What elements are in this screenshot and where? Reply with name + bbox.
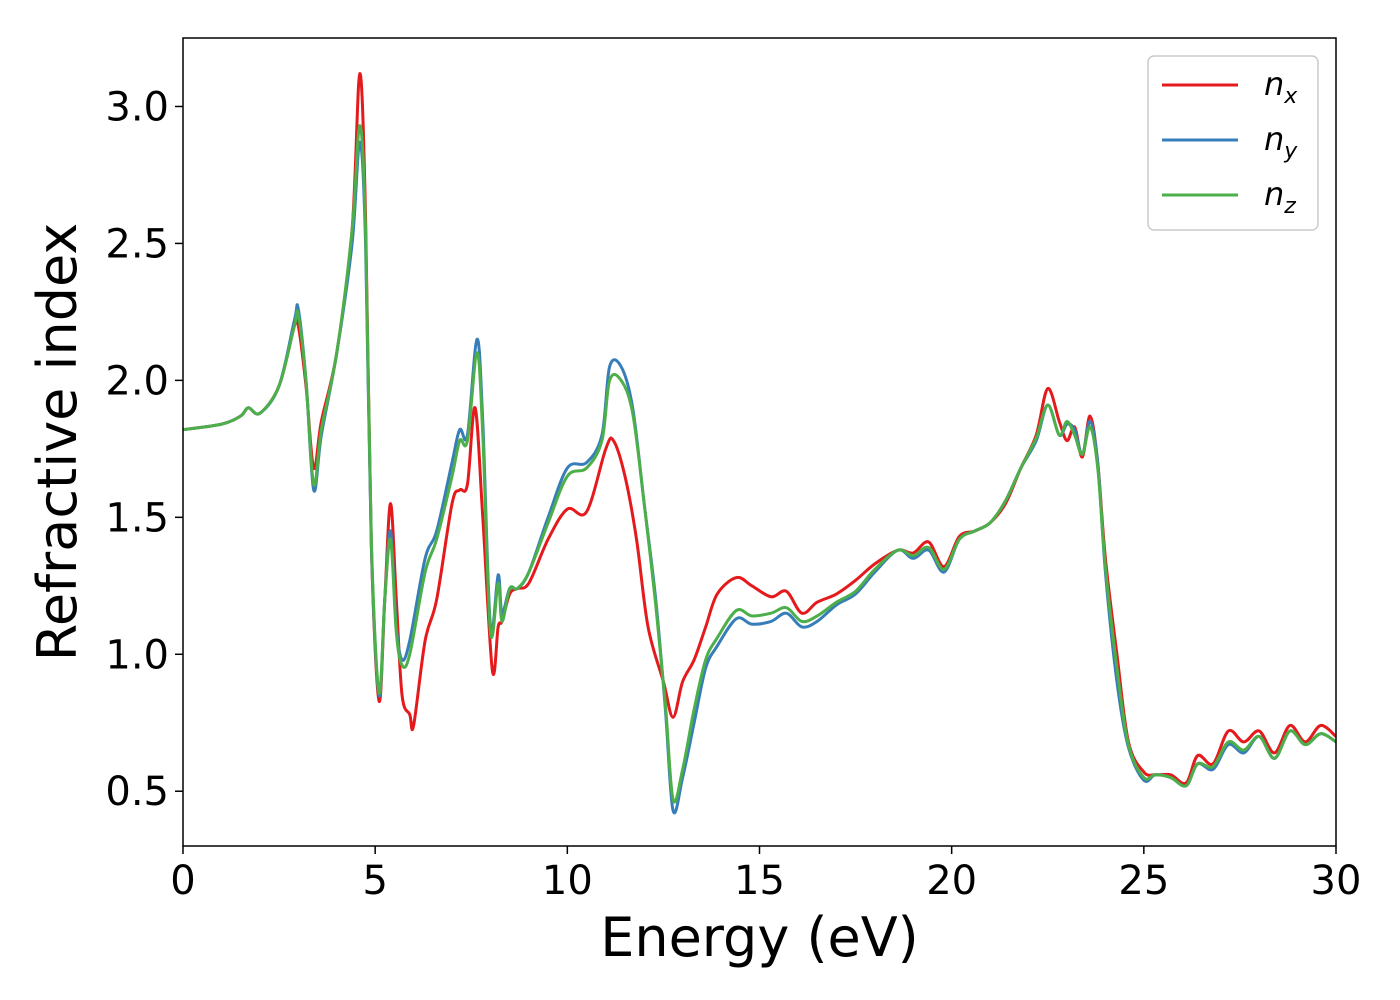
y-tick-label: 3.0 — [105, 84, 169, 130]
y-tick-label: 2.0 — [105, 358, 169, 404]
y-axis-ticks: 0.5 1.0 1.5 2.0 2.5 3.0 — [105, 84, 183, 815]
x-tick-label: 25 — [1118, 858, 1169, 904]
legend-label-x: nx — [1264, 65, 1298, 109]
x-axis-label: Energy (eV) — [600, 906, 919, 969]
x-tick-label: 30 — [1311, 858, 1362, 904]
x-tick-label: 10 — [542, 858, 593, 904]
y-axis-label: Refractive index — [26, 223, 89, 662]
legend-label-y: ny — [1264, 120, 1298, 164]
x-tick-label: 0 — [170, 858, 195, 904]
x-tick-label: 5 — [362, 858, 387, 904]
series-layer — [183, 72, 1336, 815]
x-tick-label: 15 — [734, 858, 785, 904]
legend-label-z: nz — [1264, 175, 1296, 219]
legend: nx ny nz — [1147, 55, 1319, 231]
x-tick-label: 20 — [926, 858, 977, 904]
legend-box — [1147, 55, 1319, 231]
series-line-z — [183, 124, 1336, 804]
y-tick-label: 0.5 — [105, 769, 169, 815]
y-tick-label: 2.5 — [105, 221, 169, 267]
y-tick-label: 1.5 — [105, 495, 169, 541]
y-tick-label: 1.0 — [105, 632, 169, 678]
x-axis-ticks: 0 5 10 15 20 25 30 — [170, 846, 1361, 904]
